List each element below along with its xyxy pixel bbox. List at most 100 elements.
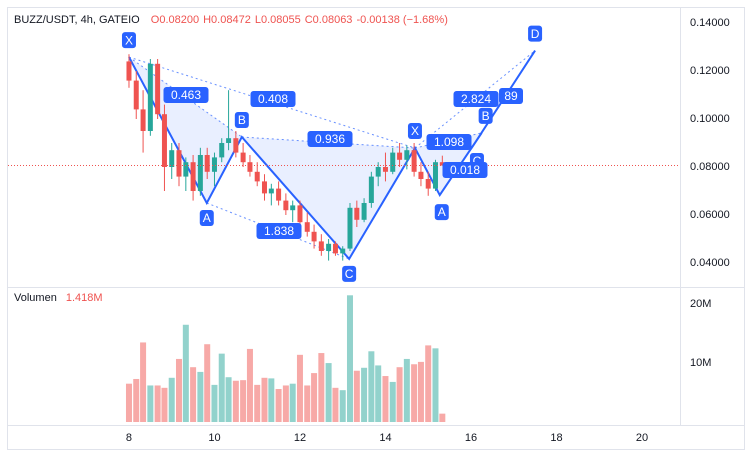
pattern-dotted [414, 50, 536, 149]
point-label: B [234, 111, 249, 128]
volume-bar [318, 353, 325, 422]
y-tick-label: 0.12000 [690, 65, 730, 77]
volume-bar [175, 358, 182, 422]
ohlc: O0.08200 H0.08472 L0.08055 C0.08063 -0.00138… [151, 14, 448, 26]
candle-body [147, 63, 153, 131]
ratio-label: 0.463 [163, 87, 209, 103]
ratio-label-box [442, 162, 488, 178]
candle-body [161, 114, 167, 167]
volume-bar [140, 342, 147, 422]
ratio-label: 0.018 [442, 162, 488, 178]
volume-bar [261, 377, 268, 422]
volume-bar [125, 383, 132, 422]
point-label-text: C [473, 154, 482, 168]
volume-pane [125, 295, 446, 422]
point-label-box [528, 25, 543, 42]
volume-bar [332, 387, 339, 422]
x-tick-label: 10 [208, 432, 220, 444]
volume-bar [190, 367, 197, 422]
y-tick-label: 0.08000 [690, 161, 730, 173]
volume-bar [275, 389, 282, 422]
candle-body [368, 176, 374, 203]
candle-body [240, 152, 246, 163]
pattern-fill [241, 136, 415, 259]
volume-bar [240, 380, 247, 422]
candle-body [347, 207, 353, 249]
ratio-label: 2.824 [453, 91, 499, 107]
volume-bar [154, 385, 161, 422]
candle-body [340, 248, 346, 254]
point-label-text: B [482, 109, 490, 123]
candle-body [404, 150, 410, 160]
point-label: D [528, 25, 543, 42]
candle-body [226, 138, 232, 143]
candle-body [183, 162, 189, 177]
volume-title: Volumen [14, 292, 57, 304]
axes: 0.04000 0.06000 0.08000 0.10000 0.12000 0.140… [126, 17, 730, 444]
volume-bar [289, 383, 296, 422]
x-tick-label: 12 [294, 432, 306, 444]
ratio-label-text: 2.824 [461, 92, 491, 106]
volume-bar [147, 385, 154, 422]
ratio-label-box [307, 131, 353, 147]
point-label-box [234, 111, 249, 128]
x-tick-label: 20 [636, 432, 648, 444]
ratio-label-box [453, 91, 499, 107]
candle-body [283, 200, 289, 211]
y-tick-label: 0.04000 [690, 257, 730, 269]
ratio-label-box [256, 223, 302, 239]
y-tick-label: 10M [690, 357, 711, 369]
candle-body [276, 188, 282, 201]
ratio-label: 0.936 [307, 131, 353, 147]
ratio-label-text: 1.098 [434, 135, 464, 149]
point-label: A [434, 204, 449, 221]
candle-body [432, 162, 438, 189]
candle-body [176, 150, 182, 177]
volume-bar [282, 385, 289, 422]
point-label: B [478, 107, 493, 124]
volume-bar [346, 295, 353, 422]
volume-bar [361, 367, 368, 422]
candle-body [169, 150, 175, 167]
point-label-text: C [345, 267, 354, 281]
candle-body [390, 152, 396, 172]
volume-header: Volumen 1.418M [14, 292, 103, 304]
ratio-label: 89 [499, 88, 523, 104]
volume-bar [411, 364, 418, 422]
x-tick-label: 14 [379, 432, 391, 444]
candle-body [354, 207, 360, 220]
volume-bar [417, 361, 424, 422]
volume-bar [204, 344, 211, 422]
volume-bar [161, 387, 168, 422]
candle-body [261, 181, 267, 194]
ratio-label-text: 0.463 [171, 88, 201, 102]
x-tick-label: 8 [126, 432, 132, 444]
x-tick-label: 18 [550, 432, 562, 444]
ohlc-value: C0.08063 [305, 14, 353, 26]
volume-bar [232, 380, 239, 422]
volume-bar [353, 370, 360, 422]
candle-body [247, 162, 253, 172]
ratio-label-text: 89 [504, 89, 518, 103]
candle-body [219, 142, 225, 158]
volume-bar [268, 378, 275, 422]
point-label-box [342, 265, 357, 282]
y-tick-label: 0.10000 [690, 113, 730, 125]
volume-bar [375, 365, 382, 422]
candle-body [418, 171, 424, 179]
pattern-labels: X A B C X A B C D 0.463 0.408 0.936 1.838 1.098 0.018 2… [121, 25, 543, 282]
ratio-label: 1.838 [256, 223, 302, 239]
candle-body [155, 63, 161, 115]
candle-body [318, 241, 324, 251]
candle-body [361, 202, 367, 220]
candle-body [140, 109, 146, 131]
y-tick-label: 20M [690, 298, 711, 310]
candle-body [211, 157, 217, 172]
point-label-text: A [203, 211, 211, 225]
point-label-box [121, 32, 136, 49]
point-label-text: A [438, 205, 446, 219]
point-label: X [121, 32, 136, 49]
candle-body [254, 171, 260, 182]
frame [7, 7, 745, 450]
